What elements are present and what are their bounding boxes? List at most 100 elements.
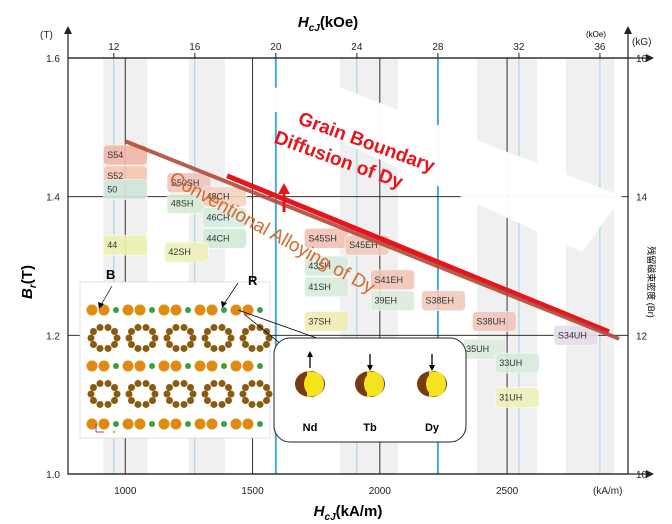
atom-fe <box>265 334 273 342</box>
grade-label: S45EH <box>349 240 378 250</box>
left-tick-label: 1.2 <box>46 331 60 342</box>
atom-fe <box>104 380 112 388</box>
top-axis-title-sub: cJ <box>309 23 321 34</box>
atom-fe <box>113 334 121 342</box>
atom-fe <box>89 396 97 404</box>
right-tick-label: 14 <box>636 193 648 204</box>
moment-arrow-head <box>307 351 313 357</box>
atom-fe <box>89 384 97 392</box>
grade-label: 43SH <box>308 261 331 271</box>
left-axis-title-sub: r <box>28 283 39 288</box>
grade-box: 48CH <box>202 186 247 207</box>
top-tick-label: 16 <box>189 42 201 53</box>
gbd-trend-line <box>226 173 610 335</box>
grade-box: S38EH <box>421 290 466 311</box>
grade-box-fill <box>370 269 415 291</box>
atom-fe <box>134 400 142 408</box>
atom-fe <box>248 400 256 408</box>
atom-r <box>221 421 227 427</box>
atom-r <box>242 418 254 430</box>
atom-fe <box>172 400 180 408</box>
atom-fe <box>218 380 226 388</box>
atom-fe <box>96 324 104 332</box>
atom-r <box>230 418 242 430</box>
atom-fe <box>149 384 157 392</box>
atom-fe <box>210 380 218 388</box>
grade-box: 50 <box>102 179 148 201</box>
atom-r <box>149 363 155 369</box>
atom-r <box>134 418 146 430</box>
atom-r <box>170 418 182 430</box>
atom-fe <box>248 344 256 352</box>
atom-fe <box>96 344 104 352</box>
crystal-label-b: B <box>106 267 115 282</box>
top-tick-label: 36 <box>594 42 606 53</box>
atom-fe <box>218 400 226 408</box>
top-unit-right: (kOe) <box>586 30 606 39</box>
grade-box-fill <box>304 255 349 277</box>
grade-label: S41EH <box>375 275 404 285</box>
grade-label: S34UH <box>558 330 587 340</box>
atom-r <box>86 304 98 316</box>
atom-r <box>170 304 182 316</box>
moment-arrow-head <box>429 365 435 371</box>
atom-fe <box>180 400 188 408</box>
atom-fe <box>127 396 135 404</box>
atom-r <box>122 304 134 316</box>
atom-fe <box>104 400 112 408</box>
moment-dy: Dy <box>417 354 447 434</box>
atom-fe <box>127 340 135 348</box>
atom-r <box>122 360 134 372</box>
top-axis-title-main: H <box>298 14 310 31</box>
conventional-trend-line <box>124 139 620 341</box>
moment-label: Tb <box>363 422 377 434</box>
atom-fe <box>113 390 121 398</box>
grade-label: 44CH <box>207 233 230 243</box>
moment-atom-face <box>304 372 324 396</box>
bottom-tick-label: 1000 <box>114 486 137 497</box>
grade-label: S52 <box>107 171 123 181</box>
grade-label: 42SH <box>168 247 191 257</box>
atom-r <box>185 307 191 313</box>
atom-r <box>158 418 170 430</box>
atom-r <box>257 307 263 313</box>
grade-label: S38EH <box>425 296 454 306</box>
grade-box: 44CH <box>202 227 247 249</box>
right-tick-label: 16 <box>636 54 648 65</box>
grade-box-fill <box>304 311 349 332</box>
grade-label: 46CH <box>207 212 230 222</box>
atom-fe <box>134 344 142 352</box>
grade-box-fill <box>304 276 349 298</box>
grade-box-fill <box>494 387 540 409</box>
background-band <box>565 58 614 474</box>
atom-r <box>170 360 182 372</box>
atom-fe <box>225 328 233 336</box>
atom-fe <box>172 324 180 332</box>
moment-atom-face <box>364 372 384 396</box>
right-axis-arrow-head <box>624 26 632 34</box>
top-tick-label: 20 <box>270 42 282 53</box>
atom-fe <box>225 396 233 404</box>
grade-box-fill <box>102 234 148 256</box>
magnetic-moments-inset: Nd Tb Dy <box>273 337 467 443</box>
moment-nd: Nd <box>295 351 325 434</box>
bottom-axis-arrow-head <box>646 470 654 478</box>
atom-fe <box>210 324 218 332</box>
atom-fe <box>210 400 218 408</box>
atom-fe <box>125 334 133 342</box>
atom-fe <box>104 324 112 332</box>
grade-box-fill <box>202 186 247 207</box>
bottom-axis-title-main: H <box>314 503 326 520</box>
axis-ticks: 1000 1500 2000 2500 12 16 20 24 28 32 36 1.0 1.2 1.4 1… <box>46 26 654 497</box>
grade-box: S54 <box>102 144 148 166</box>
atom-fe <box>203 328 211 336</box>
atom-fe <box>201 334 209 342</box>
grade-label: S50SH <box>171 178 200 188</box>
atom-fe <box>172 380 180 388</box>
improvement-arrow <box>278 183 290 212</box>
atom-fe <box>241 328 249 336</box>
atom-fe <box>142 400 150 408</box>
atom-r <box>158 304 170 316</box>
grade-label: 33UH <box>499 358 522 368</box>
